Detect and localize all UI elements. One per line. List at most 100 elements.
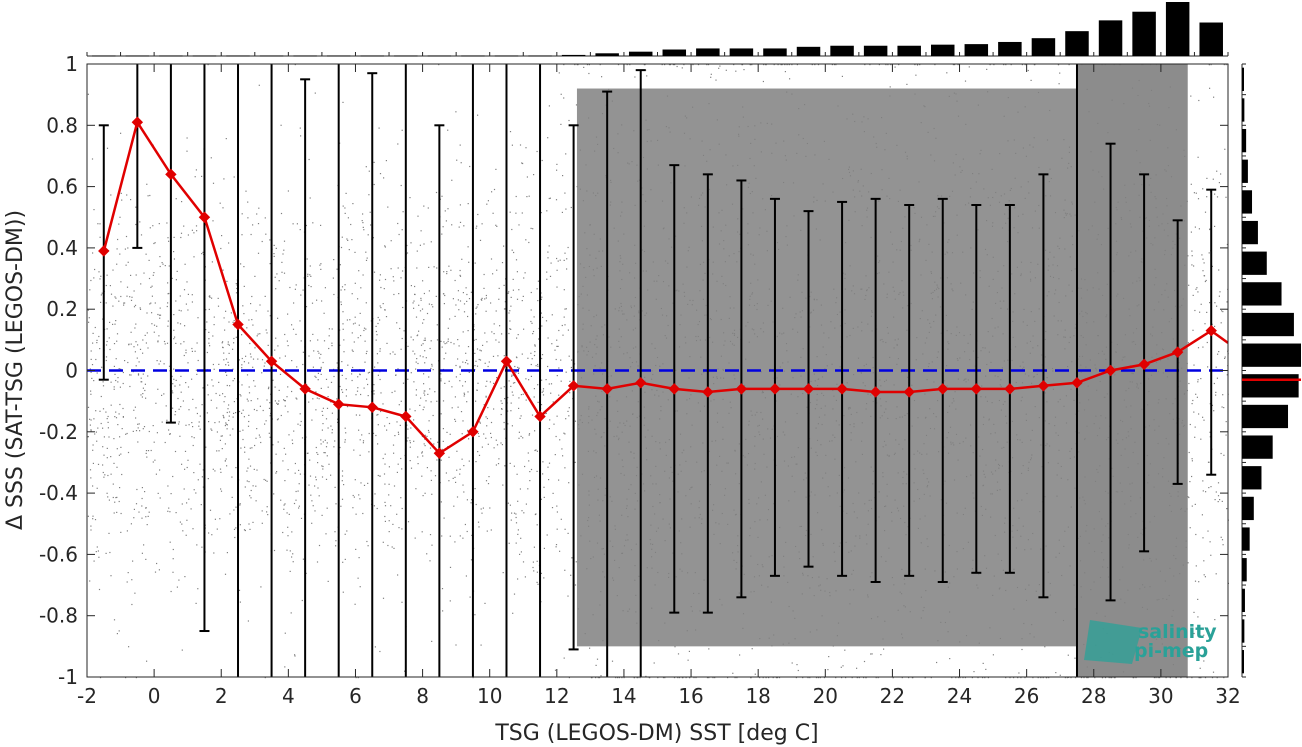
top-hist-bar (830, 45, 854, 56)
scatter-point (532, 333, 534, 335)
scatter-point (681, 67, 683, 69)
scatter-point (858, 677, 860, 679)
scatter-point (255, 310, 257, 312)
scatter-point (172, 548, 174, 551)
scatter-point (1194, 426, 1196, 428)
scatter-point (135, 323, 137, 325)
scatter-point (512, 382, 515, 384)
scatter-point (363, 229, 365, 231)
scatter-point (448, 380, 450, 382)
scatter-point (560, 93, 562, 95)
scatter-point (384, 309, 386, 311)
scatter-point (315, 376, 317, 378)
scatter-point (409, 460, 411, 462)
scatter-point (225, 358, 228, 360)
scatter-point (252, 224, 254, 226)
scatter-point (532, 228, 534, 230)
scatter-point (402, 382, 405, 384)
scatter-point (463, 491, 465, 493)
scatter-point (89, 368, 91, 370)
scatter-point (1191, 475, 1193, 478)
scatter-point (423, 243, 425, 245)
scatter-point (1212, 178, 1214, 180)
scatter-point (377, 316, 379, 319)
scatter-point (275, 247, 277, 249)
scatter-point (87, 515, 89, 517)
scatter-point (239, 430, 241, 432)
scatter-point (416, 250, 418, 252)
scatter-point (91, 158, 94, 160)
scatter-point (504, 308, 506, 310)
scatter-point (1188, 382, 1190, 385)
scatter-point (90, 525, 92, 527)
scatter-point (427, 393, 429, 395)
scatter-point (423, 392, 425, 394)
scatter-point (508, 312, 510, 314)
scatter-point (152, 461, 154, 463)
scatter-point (1207, 461, 1210, 463)
scatter-point (185, 534, 187, 536)
scatter-point (518, 368, 520, 370)
scatter-point (365, 302, 367, 304)
scatter-point (195, 369, 197, 371)
scatter-point (527, 488, 529, 490)
scatter-point (89, 424, 91, 426)
scatter-point (316, 561, 319, 563)
scatter-point (493, 333, 495, 335)
right-hist-bar (1242, 619, 1245, 643)
scatter-point (470, 502, 472, 504)
scatter-point (528, 433, 531, 435)
scatter-point (219, 518, 221, 520)
scatter-point (186, 150, 188, 152)
scatter-point (320, 443, 322, 445)
scatter-point (409, 440, 411, 442)
scatter-point (1216, 170, 1218, 172)
scatter-point (227, 361, 229, 363)
scatter-point (454, 420, 457, 422)
scatter-point (429, 347, 431, 350)
scatter-point (351, 332, 353, 334)
scatter-point (1059, 674, 1061, 676)
scatter-point (330, 425, 332, 427)
scatter-point (1074, 677, 1077, 679)
scatter-point (459, 274, 461, 276)
scatter-point (151, 295, 153, 297)
scatter-point (617, 64, 620, 66)
scatter-point (232, 321, 234, 323)
scatter-point (90, 390, 92, 392)
scatter-point (102, 427, 104, 429)
scatter-point (92, 252, 94, 254)
scatter-point (243, 361, 245, 363)
scatter-point (284, 632, 286, 634)
scatter-point (221, 235, 223, 237)
scatter-point (486, 425, 488, 427)
scatter-point (127, 261, 129, 263)
top-hist-bar (763, 48, 787, 56)
scatter-point (784, 64, 786, 66)
scatter-point (1190, 95, 1192, 97)
scatter-point (224, 460, 226, 462)
scatter-point (548, 245, 550, 247)
scatter-point (216, 450, 218, 452)
scatter-point (264, 217, 266, 219)
scatter-point (601, 76, 603, 78)
scatter-point (201, 476, 203, 478)
scatter-point (467, 429, 469, 431)
scatter-point (390, 268, 392, 270)
scatter-point (355, 513, 357, 515)
scatter-point (102, 464, 104, 466)
scatter-point (294, 655, 296, 657)
scatter-point (225, 423, 227, 425)
scatter-point (261, 510, 263, 512)
scatter-point (278, 400, 280, 402)
scatter-point (530, 468, 533, 471)
scatter-point (222, 207, 224, 209)
scatter-point (288, 434, 290, 436)
scatter-point (120, 132, 122, 134)
scatter-point (894, 66, 896, 68)
scatter-point (287, 345, 289, 347)
scatter-point (293, 302, 295, 304)
scatter-point (534, 351, 536, 353)
scatter-point (674, 64, 676, 66)
